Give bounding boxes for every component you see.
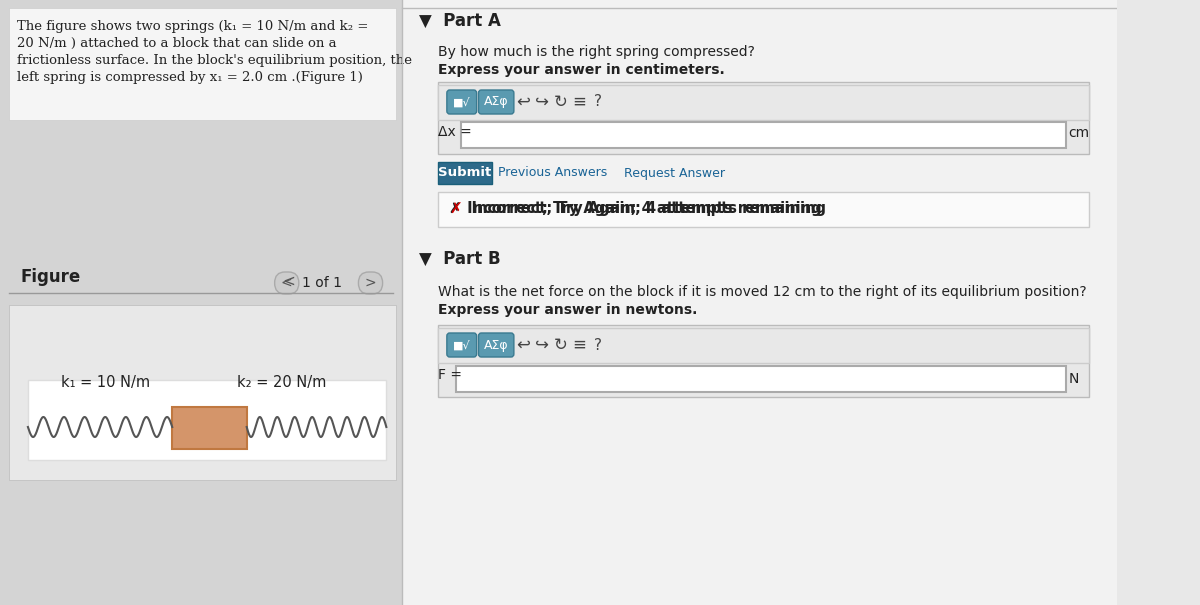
Bar <box>461 122 1066 148</box>
Bar <box>438 328 1090 363</box>
Text: ■√: ■√ <box>452 97 470 107</box>
Text: >: > <box>365 276 377 290</box>
Text: ↪: ↪ <box>535 336 548 354</box>
Bar <box>438 85 1090 120</box>
Text: Express your answer in newtons.: Express your answer in newtons. <box>438 303 697 317</box>
Text: ↻: ↻ <box>553 93 568 111</box>
Text: k₁ = 10 N/m: k₁ = 10 N/m <box>60 375 150 390</box>
Bar <box>10 8 396 120</box>
Text: ?: ? <box>594 338 601 353</box>
Bar <box>438 325 1090 397</box>
Text: Previous Answers: Previous Answers <box>498 166 607 180</box>
Text: Submit: Submit <box>438 166 491 180</box>
Text: AΣφ: AΣφ <box>484 339 509 352</box>
Text: ▼  Part A: ▼ Part A <box>419 12 500 30</box>
Bar <box>28 380 386 460</box>
Text: Express your answer in centimeters.: Express your answer in centimeters. <box>438 63 725 77</box>
Text: k₂ = 20 N/m: k₂ = 20 N/m <box>238 375 326 390</box>
Text: Incorrect; Try Again; 4 attempts remaining: Incorrect; Try Again; 4 attempts remaini… <box>462 201 821 217</box>
Text: AΣφ: AΣφ <box>484 96 509 108</box>
Bar <box>10 305 396 480</box>
Text: <: < <box>282 274 295 289</box>
Text: cm: cm <box>1069 126 1090 140</box>
Text: ↪: ↪ <box>535 93 548 111</box>
Bar <box>438 162 492 184</box>
Text: ↩: ↩ <box>516 93 530 111</box>
Text: ■√: ■√ <box>452 340 470 350</box>
Text: ↻: ↻ <box>553 336 568 354</box>
Text: Figure: Figure <box>20 268 80 286</box>
Bar <box>456 366 1066 392</box>
FancyBboxPatch shape <box>275 272 299 294</box>
Text: frictionless surface. In the block's equilibrium position, the: frictionless surface. In the block's equ… <box>17 54 412 67</box>
Text: 20 N/m ) attached to a block that can slide on a: 20 N/m ) attached to a block that can sl… <box>17 37 336 50</box>
Text: F =: F = <box>438 368 462 382</box>
Text: Δx =: Δx = <box>438 125 472 139</box>
Text: By how much is the right spring compressed?: By how much is the right spring compress… <box>438 45 755 59</box>
Text: left spring is compressed by x₁ = 2.0 cm .(Figure 1): left spring is compressed by x₁ = 2.0 cm… <box>17 71 362 84</box>
Bar <box>173 407 247 449</box>
Bar <box>438 82 1090 154</box>
Text: 1 of 1: 1 of 1 <box>302 276 342 290</box>
Text: What is the net force on the block if it is moved 12 cm to the right of its equi: What is the net force on the block if it… <box>438 285 1086 299</box>
FancyBboxPatch shape <box>446 90 476 114</box>
FancyBboxPatch shape <box>479 90 514 114</box>
Text: Request Answer: Request Answer <box>624 166 725 180</box>
FancyBboxPatch shape <box>359 272 383 294</box>
Text: ↩: ↩ <box>516 336 530 354</box>
Text: ≡: ≡ <box>572 336 586 354</box>
Text: The figure shows two springs (k₁ = 10 N/m and k₂ =: The figure shows two springs (k₁ = 10 N/… <box>17 20 368 33</box>
FancyBboxPatch shape <box>446 333 476 357</box>
FancyBboxPatch shape <box>479 333 514 357</box>
Text: <: < <box>281 276 293 290</box>
Bar <box>0 0 402 605</box>
Text: ?: ? <box>594 94 601 110</box>
Bar <box>402 0 1117 605</box>
Text: ≡: ≡ <box>572 93 586 111</box>
Bar <box>438 192 1090 227</box>
Text: ▼  Part B: ▼ Part B <box>419 250 500 268</box>
Text: ✗: ✗ <box>449 201 462 217</box>
Text: ✗  Incorrect; Try Again; 4 attempts remaining: ✗ Incorrect; Try Again; 4 attempts remai… <box>449 201 826 217</box>
Text: N: N <box>1069 372 1079 386</box>
